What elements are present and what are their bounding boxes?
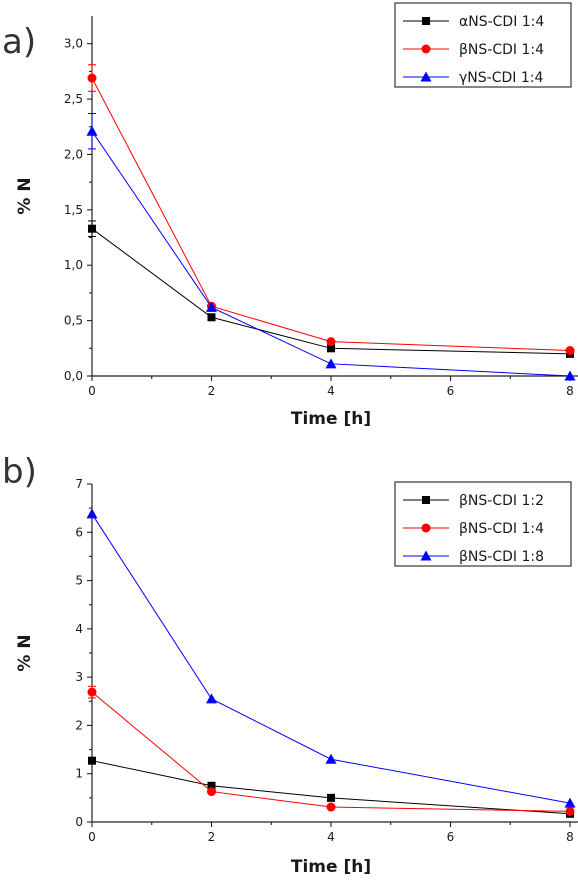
x-tick-label: 2 [208, 830, 216, 844]
data-point [86, 125, 98, 136]
y-tick-label: 7 [75, 477, 83, 491]
y-tick-label: 3,0 [64, 37, 83, 51]
y-tick-label: 0,5 [64, 314, 83, 328]
x-tick-label: 8 [566, 384, 574, 398]
data-point [88, 224, 96, 233]
legend-label: βNS-CDI 1:4 [459, 42, 544, 58]
y-axis-title: % N [15, 177, 35, 214]
data-point [326, 802, 336, 812]
legend-marker [420, 550, 432, 561]
data-point [564, 370, 576, 381]
y-tick-label: 2,5 [64, 92, 83, 106]
chart-panel-a: a) 0 2 4 6 8 0,0 0,5 1,0 1,5 2,0 2,5 3,0 Time [h] % N… [2, 2, 578, 429]
legend: αNS-CDI 1:4 βNS-CDI 1:4 γNS-CDI 1:4 [394, 2, 572, 88]
y-tick-label: 2,0 [64, 147, 83, 161]
legend-marker [421, 44, 431, 54]
panel-label-b: b) [2, 452, 37, 492]
x-tick-label: 8 [566, 830, 574, 844]
y-tick-label: 2 [75, 718, 83, 732]
data-point [326, 337, 336, 347]
series-2 [87, 685, 575, 816]
data-point [565, 346, 575, 356]
series-line [91, 760, 571, 815]
data-point [206, 693, 217, 704]
y-axis-title: % N [15, 634, 35, 671]
x-tick-label: 0 [88, 830, 96, 844]
x-tick-label: 4 [327, 384, 335, 398]
data-point [206, 301, 217, 312]
legend-label: αNS-CDI 1:4 [459, 14, 544, 30]
data-point [564, 797, 576, 808]
y-tick-label: 4 [75, 622, 83, 636]
data-point [86, 508, 98, 519]
y-tick-label: 0,0 [64, 369, 83, 383]
x-tick-label: 6 [447, 830, 455, 844]
x-tick-label: 6 [447, 384, 455, 398]
legend-marker [422, 17, 430, 25]
legend-label: βNS-CDI 1:2 [459, 493, 544, 509]
x-tick-label: 2 [208, 384, 216, 398]
chart-a-svg: 0 2 4 6 8 0,0 0,5 1,0 1,5 2,0 2,5 3,0 Time [h] % N αNS… [15, 2, 578, 429]
data-point [207, 313, 216, 322]
series-line [91, 228, 571, 355]
data-point [87, 73, 97, 83]
data-point [327, 793, 335, 802]
series-line [91, 130, 571, 377]
legend-marker [420, 71, 432, 82]
y-tick-label: 1,0 [64, 258, 83, 272]
data-point [325, 753, 337, 764]
series-line [91, 513, 571, 804]
legend-marker [421, 523, 431, 533]
y-tick-label: 1 [75, 767, 83, 781]
panel-label-a: a) [2, 22, 37, 62]
data-point [207, 787, 216, 797]
legend-label: γNS-CDI 1:4 [459, 70, 543, 86]
x-axis-title: Time [h] [291, 409, 371, 429]
series-3 [86, 112, 576, 381]
x-tick-label: 0 [88, 384, 96, 398]
data-point [207, 781, 216, 790]
x-axis-title: Time [h] [291, 857, 371, 877]
series-line [91, 77, 571, 352]
data-point [88, 756, 96, 765]
legend: βNS-CDI 1:2 βNS-CDI 1:4 βNS-CDI 1:8 [394, 481, 572, 567]
data-point [87, 687, 97, 697]
legend-marker [422, 496, 430, 504]
y-tick-label: 1,5 [64, 203, 83, 217]
series-line [91, 691, 571, 812]
legend-label: βNS-CDI 1:8 [459, 549, 544, 565]
data-point [565, 806, 575, 816]
y-tick-label: 0 [75, 815, 83, 829]
y-tick-label: 3 [75, 670, 83, 684]
series-2 [87, 64, 575, 356]
x-tick-label: 4 [327, 830, 335, 844]
legend-label: βNS-CDI 1:4 [459, 521, 544, 537]
data-point [325, 358, 337, 369]
y-tick-label: 6 [75, 525, 83, 539]
series-3 [86, 508, 576, 808]
data-point [327, 344, 335, 353]
y-tick-label: 5 [75, 574, 83, 588]
